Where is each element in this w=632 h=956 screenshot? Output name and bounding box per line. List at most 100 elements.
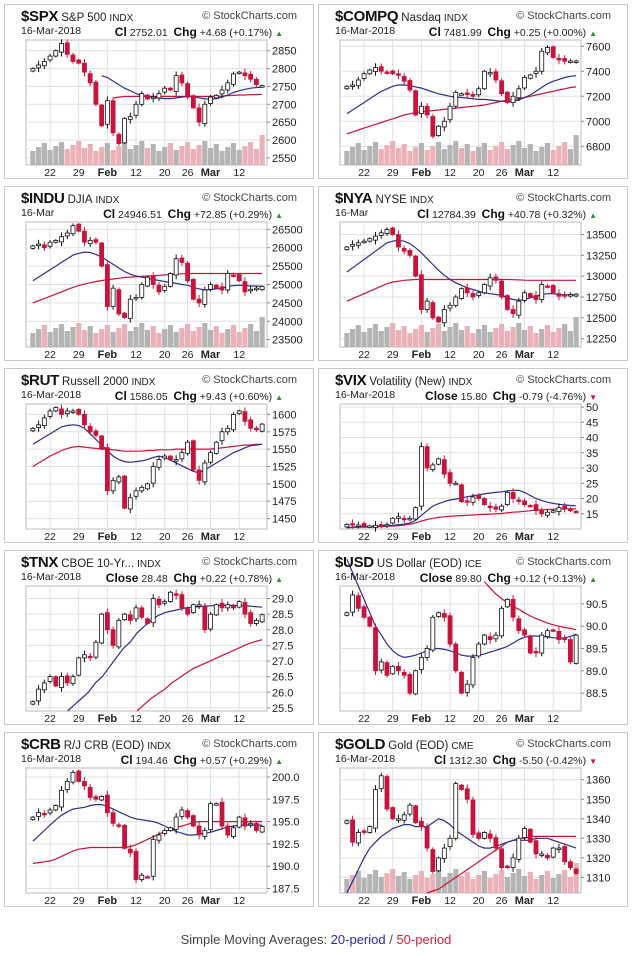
close-value: 1586.05 — [129, 391, 168, 403]
change-label: Chg — [492, 753, 517, 767]
svg-text:13500: 13500 — [586, 230, 617, 242]
copyright-icon: © — [516, 374, 528, 386]
svg-text:29: 29 — [73, 531, 85, 543]
price-chart: 22 29 Feb 12 20 26 Mar 12 15 20 25 30 35 40 45 50 — [339, 402, 598, 543]
symbol: $CRB — [21, 736, 61, 753]
svg-text:2850: 2850 — [272, 46, 296, 58]
arrow-up-icon: ▲ — [275, 575, 283, 584]
svg-text:13000: 13000 — [586, 271, 617, 283]
svg-text:12: 12 — [547, 167, 559, 179]
svg-text:195.0: 195.0 — [272, 817, 300, 829]
chart-panel-indu[interactable]: 22 29 Feb 12 20 26 Mar 12 23500 24000 24500 25000 25… — [4, 186, 314, 361]
svg-text:35: 35 — [586, 448, 598, 460]
svg-text:2600: 2600 — [272, 135, 296, 147]
exchange: INDX — [448, 377, 473, 388]
exchange: INDX — [137, 559, 161, 570]
change-label: Chg — [173, 571, 197, 585]
change-value: +0.12 (+0.13%) — [513, 573, 587, 585]
svg-text:26: 26 — [182, 713, 194, 725]
svg-text:22: 22 — [44, 895, 56, 907]
svg-text:1500: 1500 — [272, 479, 296, 491]
copyright-icon: © — [202, 374, 214, 386]
svg-text:Feb: Feb — [98, 349, 118, 361]
instrument-name: CBOE 10-Yr... — [61, 558, 135, 570]
close-value: 28.48 — [141, 573, 168, 585]
svg-text:20: 20 — [159, 531, 171, 543]
chart-panel-nya[interactable]: 22 29 Feb 12 20 26 Mar 12 12250 12500 12750 13000 13… — [318, 186, 628, 361]
svg-text:20: 20 — [473, 895, 485, 907]
instrument-name: S&P 500 — [61, 12, 107, 24]
brand: © StockCharts.com — [516, 556, 611, 568]
exchange: ICE — [464, 559, 482, 570]
chart-panel-gold[interactable]: 22 29 Feb 12 20 26 Mar 12 1310 1320 1330 1340 1350 13… — [318, 732, 628, 907]
exchange: INDX — [131, 377, 156, 388]
svg-text:20: 20 — [159, 895, 171, 907]
svg-text:22: 22 — [44, 167, 56, 179]
chart-panel-compq[interactable]: 22 29 Feb 12 20 26 Mar 12 6800 7000 7200 7400 7600 $C… — [318, 4, 628, 179]
svg-text:22: 22 — [358, 895, 370, 907]
chart-panel-rut[interactable]: 22 29 Feb 12 20 26 Mar 12 1450 1475 1500 1525 1550 15… — [4, 368, 314, 543]
chart-panel-usd[interactable]: 22 29 Feb 12 20 26 Mar 12 88.5 89.0 89.5 90.0 90.5 $U… — [318, 550, 628, 725]
quote-date: 16-Mar-2018 — [21, 25, 82, 37]
svg-text:29: 29 — [73, 167, 85, 179]
brand: © StockCharts.com — [202, 738, 297, 750]
exchange: INDX — [95, 195, 120, 206]
brand: © StockCharts.com — [202, 374, 297, 386]
close-label: Close — [105, 571, 139, 585]
quote-date: 16-Mar-2018 — [21, 389, 82, 401]
svg-text:Mar: Mar — [201, 349, 221, 361]
svg-text:7000: 7000 — [586, 116, 610, 128]
arrow-up-icon: ▲ — [275, 757, 283, 766]
svg-text:7600: 7600 — [586, 41, 610, 53]
change-value: +0.22 (+0.78%) — [199, 573, 273, 585]
copyright-icon: © — [516, 192, 528, 204]
svg-text:Mar: Mar — [201, 167, 221, 179]
copyright-icon: © — [516, 556, 528, 568]
change-label: Chg — [487, 25, 511, 39]
svg-text:88.5: 88.5 — [586, 688, 607, 700]
svg-text:50: 50 — [586, 402, 598, 414]
svg-text:Feb: Feb — [412, 531, 432, 543]
svg-text:26.5: 26.5 — [272, 672, 293, 684]
svg-text:22: 22 — [44, 531, 56, 543]
instrument-name: NYSE — [375, 194, 407, 206]
svg-text:197.5: 197.5 — [272, 794, 300, 806]
svg-text:28.5: 28.5 — [272, 609, 293, 621]
svg-text:29: 29 — [387, 713, 399, 725]
chart-header: $NYA NYSE INDX © StockCharts.com 16-Mar Cl 1… — [335, 190, 611, 221]
chart-panel-crb[interactable]: 22 29 Feb 12 20 26 Mar 12 187.5 190.0 192.5 195.0 19… — [4, 732, 314, 907]
svg-text:200.0: 200.0 — [272, 772, 300, 784]
brand: © StockCharts.com — [516, 374, 611, 386]
symbol: $SPX — [21, 8, 59, 25]
svg-text:1320: 1320 — [586, 853, 610, 865]
svg-text:28.0: 28.0 — [272, 625, 293, 637]
quote-date: 16-Mar-2018 — [335, 25, 396, 37]
svg-text:90.0: 90.0 — [586, 621, 607, 633]
close-value: 1312.30 — [448, 755, 487, 767]
svg-text:1475: 1475 — [272, 496, 296, 508]
svg-text:2800: 2800 — [272, 64, 296, 76]
svg-text:22: 22 — [358, 713, 370, 725]
svg-text:12: 12 — [233, 167, 245, 179]
svg-text:90.5: 90.5 — [586, 599, 607, 611]
arrow-up-icon: ▲ — [275, 393, 283, 402]
svg-text:22: 22 — [358, 167, 370, 179]
symbol: $TNX — [21, 554, 59, 571]
legend-sma20: 20-period — [330, 932, 386, 947]
close-value: 12784.39 — [432, 209, 476, 221]
chart-panel-spx[interactable]: 22 29 Feb 12 20 26 Mar 12 2550 2600 2650 2700 2750 28… — [4, 4, 314, 179]
close-value: 2752.01 — [129, 27, 168, 39]
chart-panel-vix[interactable]: 22 29 Feb 12 20 26 Mar 12 15 20 25 30 35 40 45 50 $VIX V… — [318, 368, 628, 543]
instrument-name: DJIA — [67, 194, 93, 206]
svg-text:12: 12 — [233, 531, 245, 543]
svg-text:Mar: Mar — [201, 713, 221, 725]
svg-text:15: 15 — [586, 509, 598, 521]
price-chart: 22 29 Feb 12 20 26 Mar 12 187.5 190.0 192.5 195.0 19… — [25, 767, 300, 907]
chart-header: $TNX CBOE 10-Yr... INDX © StockCharts.com 1… — [21, 554, 297, 585]
svg-text:22: 22 — [44, 349, 56, 361]
svg-text:29: 29 — [387, 349, 399, 361]
svg-text:20: 20 — [159, 713, 171, 725]
chart-panel-tnx[interactable]: 22 29 Feb 12 20 26 Mar 12 25.5 26.0 26.5 27.0 27.5 28… — [4, 550, 314, 725]
brand: © StockCharts.com — [202, 192, 297, 204]
chart-header: $SPX S&P 500 INDX © StockCharts.com 16-Mar-… — [21, 8, 297, 39]
